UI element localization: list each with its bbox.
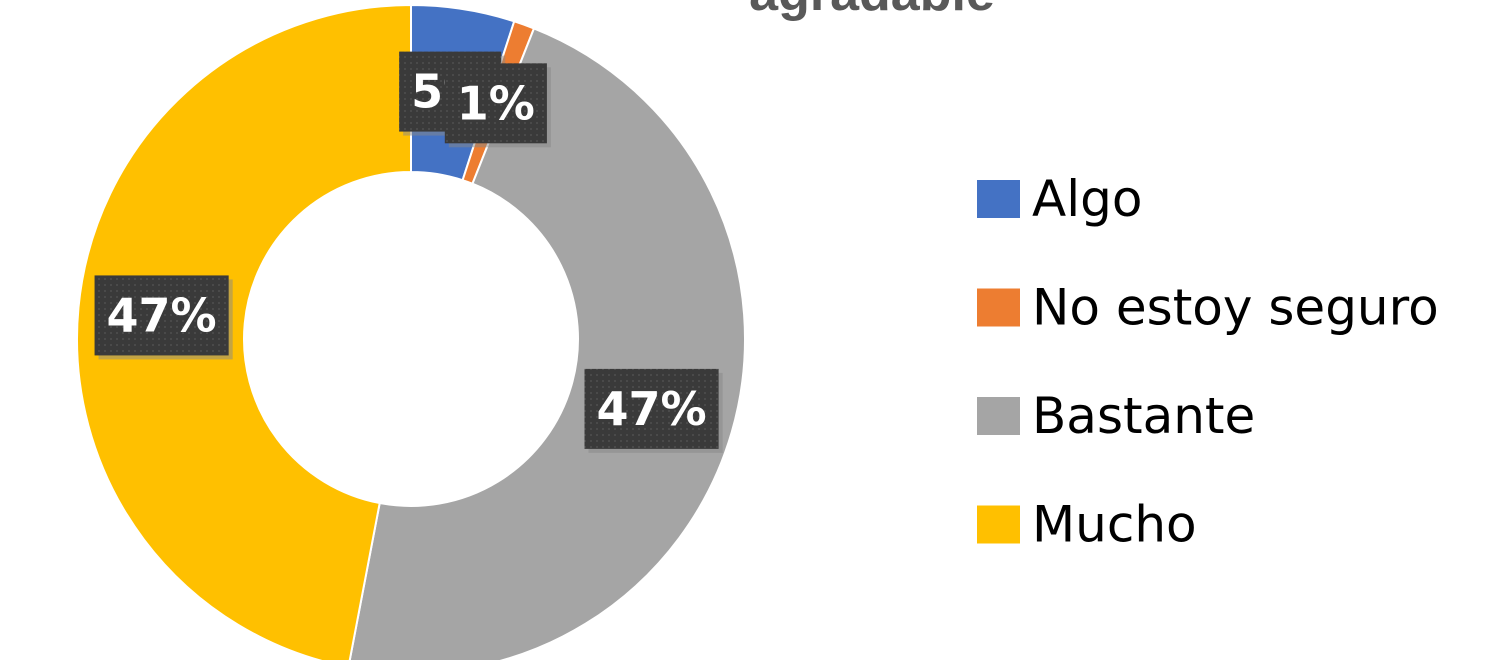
- legend-swatch: [977, 180, 1020, 218]
- legend-label: No estoy seguro: [1032, 279, 1439, 337]
- data-label-text: 47%: [596, 382, 706, 436]
- donut-slice: [348, 27, 746, 660]
- data-label: 1%: [444, 63, 551, 148]
- data-label: 47%: [584, 368, 723, 453]
- legend-swatch: [977, 288, 1020, 327]
- data-label-box: [94, 275, 229, 356]
- data-label-box: [584, 368, 719, 449]
- data-label: 47%: [94, 275, 233, 360]
- data-label-text: 47%: [107, 288, 217, 342]
- data-label-box: [444, 63, 547, 144]
- legend-swatch: [977, 397, 1020, 435]
- legend-label: Mucho: [1032, 496, 1197, 554]
- legend-label: Bastante: [1032, 387, 1255, 445]
- legend-label: Algo: [1032, 170, 1142, 228]
- donut-slice: [76, 3, 412, 660]
- chart-title: agradable: [749, 0, 995, 22]
- data-label-text: 1%: [457, 76, 535, 130]
- legend-swatch: [977, 505, 1020, 544]
